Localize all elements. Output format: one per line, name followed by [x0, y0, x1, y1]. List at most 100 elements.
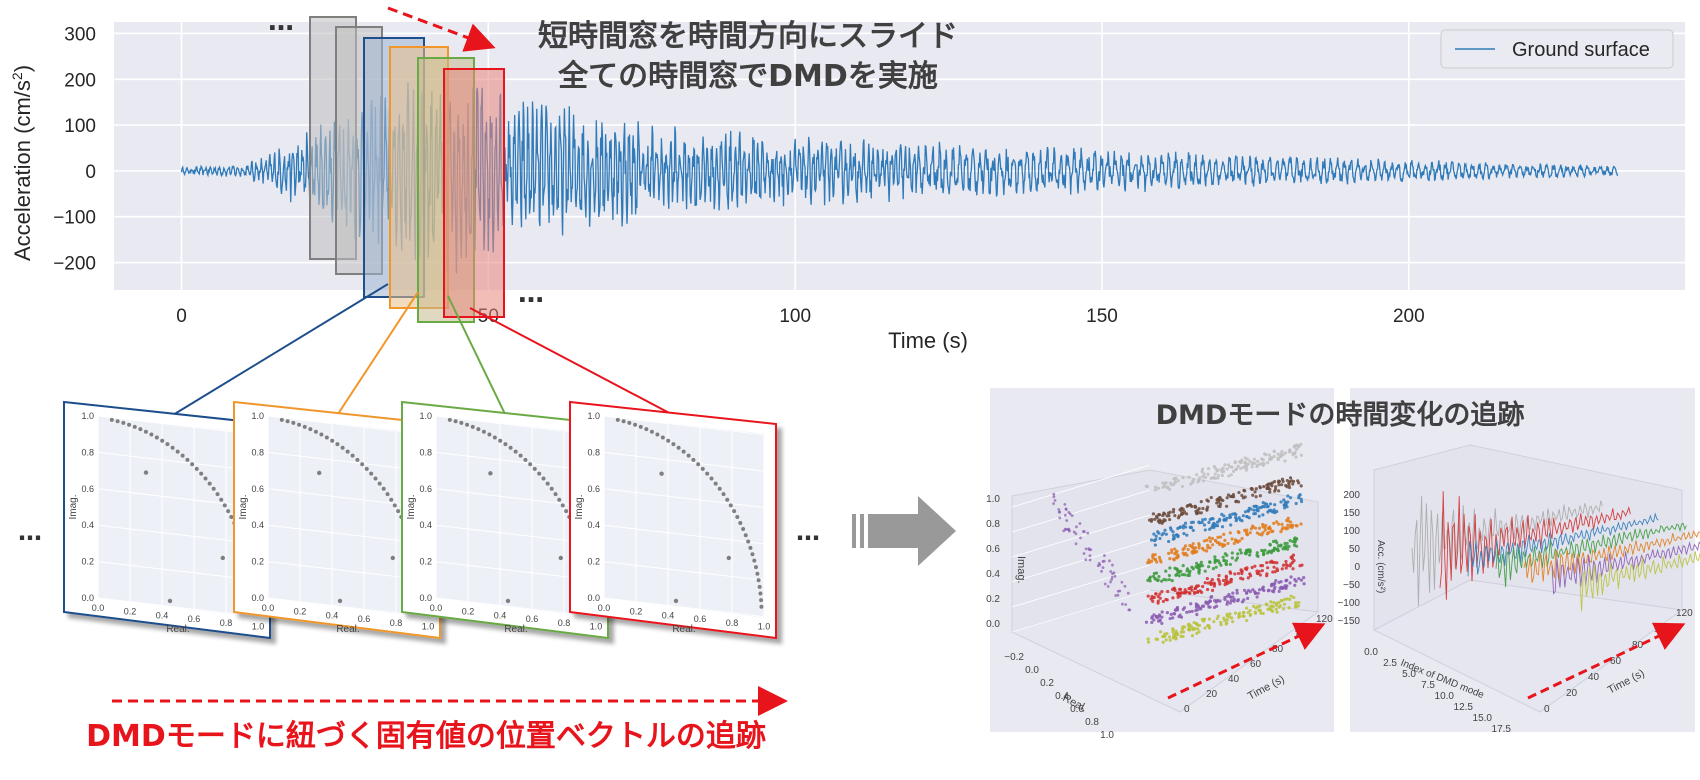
eigen-point: [721, 492, 726, 497]
track-point: [1180, 484, 1185, 489]
track-point: [1146, 637, 1150, 641]
track-point: [1246, 576, 1250, 580]
tick-real: 0.6: [1070, 704, 1084, 715]
track-point: [1148, 575, 1152, 579]
y-tick-label: 100: [64, 116, 96, 137]
track-point: [1273, 570, 1277, 574]
track-point: [1245, 606, 1249, 610]
eigen-point: [621, 419, 626, 424]
track-point: [1271, 605, 1275, 609]
eigen-point: [743, 533, 748, 538]
track-point: [1144, 620, 1149, 624]
track-point: [1153, 543, 1157, 547]
track-point: [1189, 520, 1194, 525]
eigen-point: [373, 476, 378, 481]
track-point: [1206, 466, 1211, 471]
track-point: [1218, 535, 1223, 539]
track-point: [1274, 607, 1278, 611]
track-point: [1291, 567, 1295, 571]
track-point: [1111, 563, 1114, 567]
track-point: [1262, 485, 1266, 489]
track-point: [1068, 512, 1072, 516]
track-point: [1239, 466, 1243, 470]
y-tick-label: 0: [85, 162, 96, 183]
axis-label-acc: Acc. (cm/s²): [1375, 540, 1386, 593]
track-point: [1287, 606, 1291, 610]
track-point: [1287, 544, 1291, 549]
track-point: [1195, 549, 1199, 554]
eigen-panel: 0.00.0 0.2 0.2 0.4 0.4 0.6 0.6 0.8 0.8 1.0 1.0 Real…: [569, 400, 777, 640]
track-point: [1160, 610, 1164, 614]
track-point: [1289, 525, 1293, 529]
track-point: [1283, 451, 1288, 455]
track-point: [1255, 551, 1259, 555]
track-point: [1184, 512, 1189, 516]
eigen-point: [666, 438, 671, 443]
track-point: [1153, 517, 1157, 521]
track-point: [1274, 601, 1279, 606]
track-point: [1149, 538, 1154, 542]
track-point: [1180, 511, 1184, 516]
track-point: [1210, 536, 1215, 541]
track-point: [1258, 462, 1262, 466]
eigen-point: [297, 422, 302, 427]
track-point: [1181, 630, 1186, 634]
track-point: [1173, 513, 1177, 518]
tick-mode: 5.0: [1402, 669, 1416, 680]
eigen-point: [633, 422, 638, 427]
track-point: [1251, 493, 1255, 497]
track-point: [1274, 579, 1278, 583]
track-point: [1183, 588, 1187, 592]
track-point: [1179, 630, 1183, 634]
track-point: [1211, 567, 1216, 571]
eigen-point: [644, 427, 649, 432]
track-point: [1299, 578, 1304, 582]
track-point: [1208, 560, 1212, 564]
track-point: [1266, 486, 1270, 490]
track-point: [1282, 506, 1287, 510]
eigen-point: [476, 427, 481, 432]
eigen-y-tick: 0.4: [419, 520, 432, 530]
eigen-point: [549, 486, 554, 491]
eigenvalue-panels: 0.00.00.20.20.40.40.60.60.80.81.01.0Real…: [63, 400, 777, 640]
time-arrow-right: [1527, 622, 1686, 700]
track-point: [1247, 548, 1251, 552]
grid-line: [1011, 564, 1151, 608]
eigen-point: [143, 429, 148, 434]
tracking-panels: 0.00.20.40.60.81.0−0.20.00.20.40.60.81.0…: [986, 388, 1700, 741]
track-point: [1150, 517, 1154, 522]
eigen-grid-y: [603, 415, 765, 436]
eigen-point: [396, 509, 401, 514]
track-point: [1228, 601, 1232, 605]
track-point: [1072, 530, 1076, 534]
track-point: [1275, 561, 1279, 565]
track-point: [1183, 551, 1188, 556]
eigen-point: [557, 497, 562, 502]
track-point: [1058, 516, 1062, 520]
time-window: [443, 68, 505, 318]
track-point: [1165, 486, 1170, 490]
track-point: [1283, 500, 1287, 504]
track-point: [1272, 454, 1276, 459]
track-point: [1176, 479, 1180, 483]
track-point: [1263, 528, 1267, 532]
track-point: [1276, 452, 1280, 456]
track-point: [1171, 510, 1176, 514]
eigen-point: [503, 442, 508, 447]
tick-time: 120: [1316, 614, 1333, 625]
eigen-point: [717, 486, 722, 491]
eigen-point: [302, 424, 307, 429]
track-point: [1192, 591, 1197, 595]
track-point: [1221, 578, 1226, 583]
track-point: [1150, 615, 1154, 619]
track-point: [1214, 559, 1219, 563]
track-point: [1176, 568, 1180, 573]
eigen-point: [203, 476, 208, 481]
track-point: [1244, 552, 1248, 556]
track-point: [1262, 505, 1267, 509]
track-point: [1226, 541, 1230, 546]
track-point: [1227, 592, 1231, 597]
y-tick-label: −200: [53, 254, 96, 275]
track-point: [1200, 546, 1205, 550]
track-point: [1245, 528, 1249, 532]
